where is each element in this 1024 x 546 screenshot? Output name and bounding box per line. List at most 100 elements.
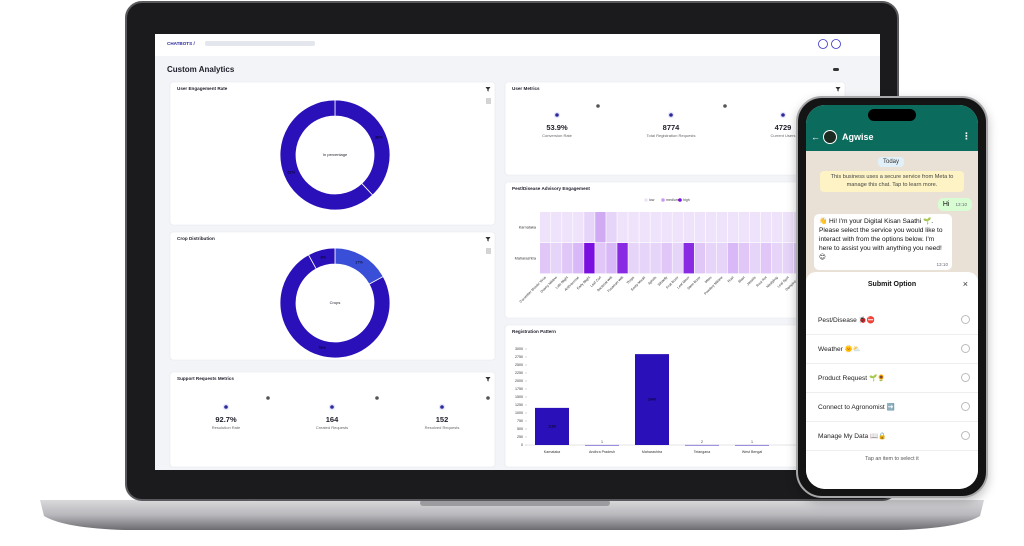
y-tick-label: 2250 [515, 371, 523, 375]
info-icon[interactable] [375, 396, 379, 400]
avatar [823, 130, 837, 144]
heat-cell [584, 243, 595, 274]
message-time: 13:10 [936, 262, 949, 268]
x-tick-label: Maharashtra [642, 450, 662, 454]
legend-label: high [683, 198, 690, 202]
metric-value: 152 [436, 415, 449, 424]
y-tick-label: 250 [517, 435, 523, 439]
y-tick-label: 1500 [515, 395, 523, 399]
donut-center-label: In percentage [323, 152, 348, 157]
help-icon[interactable] [818, 39, 828, 49]
column-label: Thrips [626, 275, 636, 285]
message-text: 👋 Hi! I'm your Digital Kisan Saathi 🌱. P… [819, 218, 943, 261]
option-label[interactable]: Pest/Disease 🐞⛔ [818, 317, 876, 324]
option-row[interactable]: Product Request 🌱🌻 [806, 364, 978, 393]
metric-value: 164 [326, 415, 339, 424]
card-title: User Engagement Rate [177, 86, 228, 91]
back-arrow[interactable]: ← [811, 132, 820, 142]
x-tick-label: Andhra Pradesh [589, 450, 615, 454]
slice-label: 75% [318, 346, 326, 350]
menu-icon[interactable]: ⋮ [962, 131, 971, 141]
slice-label: 17% [355, 261, 363, 265]
option-radio[interactable] [961, 373, 970, 382]
bottom-sheet: Submit Option × Pest/Disease 🐞⛔ Weather 🌞⛅ P… [806, 272, 978, 489]
laptop-base [40, 500, 984, 530]
filter-icon[interactable] [485, 377, 491, 382]
legend-swatch [678, 198, 682, 202]
row-label: Karnataka [519, 226, 537, 230]
heat-cell [639, 243, 650, 274]
security-notice: This business uses a secure service from… [820, 171, 964, 193]
heat-cell [562, 243, 573, 274]
heat-cell [705, 243, 717, 274]
heat-cell [551, 212, 562, 243]
option-radio[interactable] [961, 431, 970, 440]
column-label: Jassids [746, 275, 757, 286]
donut-center-label: Crops [330, 300, 341, 305]
bar-value-label: 2 [701, 440, 703, 444]
bar-value-label: 1 [751, 440, 753, 444]
bar-value-label: 1 [601, 440, 603, 444]
metric-label: Created Requests [316, 425, 348, 430]
card-title: Crop Distribution [177, 236, 215, 241]
metric-value: 4729 [775, 123, 792, 132]
column-label: Aphids [647, 275, 657, 285]
breadcrumb: CHATBOTS / [167, 41, 195, 46]
filter-icon[interactable] [485, 237, 491, 242]
option-label[interactable]: Product Request 🌱🌻 [818, 375, 886, 382]
heat-cell [782, 212, 794, 243]
heat-cell [749, 212, 761, 243]
card-title: User Metrics [512, 86, 540, 91]
heat-cell [617, 212, 628, 243]
heat-cell [595, 212, 606, 243]
option-radio[interactable] [961, 402, 970, 411]
incoming-message: 👋 Hi! I'm your Digital Kisan Saathi 🌱. P… [814, 214, 952, 271]
option-radio[interactable] [961, 315, 970, 324]
x-tick-label: Karnataka [544, 450, 560, 454]
info-icon[interactable] [266, 396, 270, 400]
option-label[interactable]: Connect to Agronomist ➡️ [818, 404, 895, 411]
filter-icon[interactable] [835, 87, 841, 92]
donut-slice [307, 247, 336, 270]
dashboard: CHATBOTS / Custom Analytics User Engagemen… [167, 41, 846, 468]
sheet-footer: Tap an item to select it [865, 456, 919, 462]
legend-label: medium [666, 198, 679, 202]
heat-cell [584, 212, 595, 243]
card-title: Pest/Disease Advisory Engagement [512, 186, 590, 191]
y-tick-label: 2000 [515, 379, 523, 383]
heat-cell [639, 212, 650, 243]
close-button[interactable]: × [962, 279, 968, 289]
heat-cell [749, 243, 761, 274]
option-label[interactable]: Manage My Data 📖🔒 [818, 433, 887, 440]
filter-icon[interactable] [485, 87, 491, 92]
option-row[interactable]: Weather 🌞⛅ [806, 335, 978, 364]
metric-icon-glyph [330, 405, 334, 409]
info-icon[interactable] [486, 396, 490, 400]
option-radio[interactable] [961, 344, 970, 353]
heat-cell [617, 243, 628, 274]
heat-cell [694, 243, 706, 274]
option-label[interactable]: Weather 🌞⛅ [818, 346, 862, 353]
heat-cell [540, 243, 551, 274]
heat-cell [606, 212, 617, 243]
heat-cell [716, 212, 728, 243]
card [169, 371, 496, 468]
legend-swatch [644, 198, 648, 202]
metric-icon-glyph [669, 113, 673, 117]
option-row[interactable]: Connect to Agronomist ➡️ [806, 393, 978, 422]
message-text: Hi [942, 201, 950, 208]
info-icon[interactable] [596, 104, 600, 108]
heat-cell [661, 243, 672, 274]
info-icon[interactable] [723, 104, 727, 108]
option-row[interactable]: Pest/Disease 🐞⛔ [806, 306, 978, 335]
sheet-title: Submit Option [867, 281, 917, 288]
outgoing-message: Hi 13:10 [937, 198, 972, 211]
metric-value: 53.9% [546, 123, 568, 132]
settings-icon[interactable] [831, 39, 841, 49]
heat-cell [661, 212, 672, 243]
bar [635, 354, 669, 445]
chat-area: Today This business uses a secure service… [806, 151, 978, 489]
option-row[interactable]: Manage My Data 📖🔒 [806, 422, 978, 451]
donut-slice [279, 254, 391, 359]
toggle-icon[interactable] [833, 68, 839, 71]
